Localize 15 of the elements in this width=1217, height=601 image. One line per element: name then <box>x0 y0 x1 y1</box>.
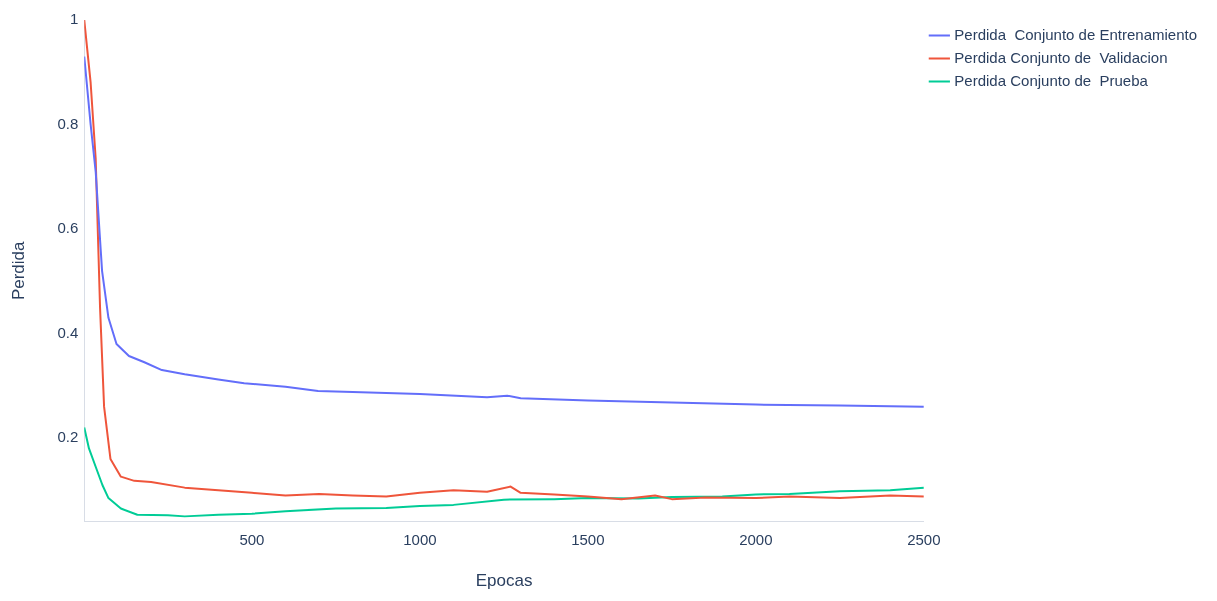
y-tick-label: 0.2 <box>57 428 79 446</box>
legend-label: Perdida Conjunto de Entrenamiento <box>954 25 1198 43</box>
y-tick-label: 0.4 <box>57 323 79 341</box>
legend-label: Perdida Conjunto de Validacion <box>954 48 1168 66</box>
y-axis-title: Perdida <box>8 240 28 301</box>
y-tick-label: 0.8 <box>57 114 79 132</box>
x-tick-label: 1500 <box>571 530 605 548</box>
x-tick-label: 2500 <box>907 530 941 548</box>
x-tick-label: 500 <box>239 530 265 548</box>
x-tick-label: 2000 <box>739 530 773 548</box>
legend-label: Perdida Conjunto de Prueba <box>954 71 1149 89</box>
y-tick-label: 1 <box>69 10 79 28</box>
x-axis-title: Epocas <box>475 571 533 591</box>
y-tick-label: 0.6 <box>57 219 79 237</box>
x-tick-label: 1000 <box>403 530 437 548</box>
